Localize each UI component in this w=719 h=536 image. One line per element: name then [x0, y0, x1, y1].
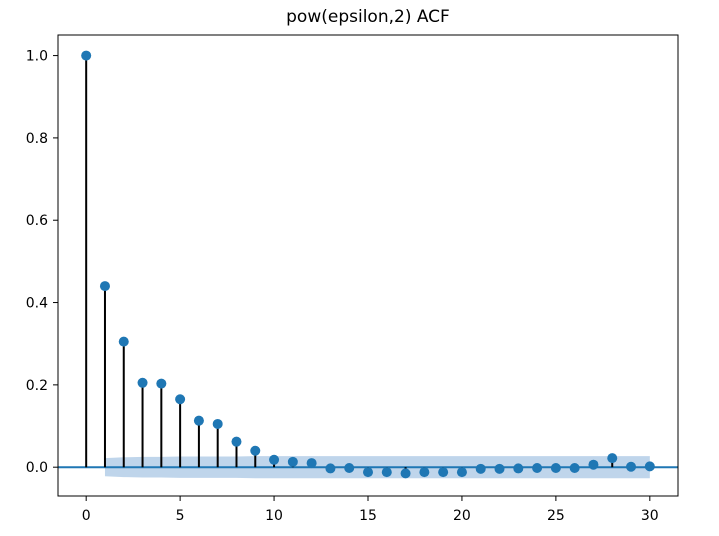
- data-point: [494, 463, 505, 474]
- data-point: [363, 467, 373, 478]
- data-point: [381, 467, 392, 478]
- x-tick-label: 10: [265, 508, 283, 524]
- marker-layer: [81, 50, 655, 479]
- data-point: [99, 281, 110, 292]
- data-point: [344, 463, 355, 474]
- plot-area: [58, 50, 678, 479]
- data-point: [626, 461, 637, 472]
- stem-layer: [85, 55, 651, 474]
- chart-title: pow(epsilon,2) ACF: [286, 7, 450, 27]
- x-tick-label: 15: [359, 508, 377, 524]
- y-tick-label: 0.0: [26, 460, 48, 476]
- y-tick-label: 0.4: [26, 296, 48, 312]
- data-point: [644, 461, 655, 472]
- y-tick-label: 0.2: [26, 378, 48, 394]
- x-tick-label: 5: [176, 508, 185, 524]
- data-point: [156, 378, 167, 389]
- data-point: [569, 463, 580, 474]
- data-point: [212, 418, 223, 429]
- x-tick-label: 20: [453, 508, 471, 524]
- data-point: [400, 468, 411, 479]
- x-tick-label: 25: [547, 508, 565, 524]
- y-tick-label: 0.8: [26, 131, 48, 147]
- data-point: [550, 463, 561, 474]
- data-point: [287, 456, 298, 467]
- y-tick-label: 0.6: [26, 213, 48, 229]
- y-axis: 0.0 0.2 0.4 0.6 0.8 1.0: [26, 49, 58, 476]
- data-point: [81, 50, 92, 61]
- data-point: [588, 459, 599, 470]
- data-point: [325, 463, 336, 474]
- x-axis: 0 5 10 15 20 25 30: [82, 496, 659, 524]
- data-point: [175, 394, 186, 405]
- data-point: [250, 445, 261, 456]
- data-point: [419, 467, 430, 478]
- data-point: [231, 436, 242, 447]
- data-point: [193, 415, 204, 426]
- x-tick-label: 0: [82, 508, 91, 524]
- data-point: [438, 467, 449, 478]
- data-point: [456, 467, 467, 478]
- data-point: [269, 454, 280, 465]
- data-point: [306, 458, 317, 469]
- data-point: [532, 463, 543, 474]
- data-point: [475, 463, 486, 474]
- x-tick-label: 30: [641, 508, 659, 524]
- plot-frame: [57, 34, 679, 497]
- data-point: [607, 453, 618, 464]
- data-point: [513, 463, 524, 474]
- data-point: [137, 377, 148, 388]
- y-tick-label: 1.0: [26, 49, 48, 65]
- data-point: [118, 336, 129, 347]
